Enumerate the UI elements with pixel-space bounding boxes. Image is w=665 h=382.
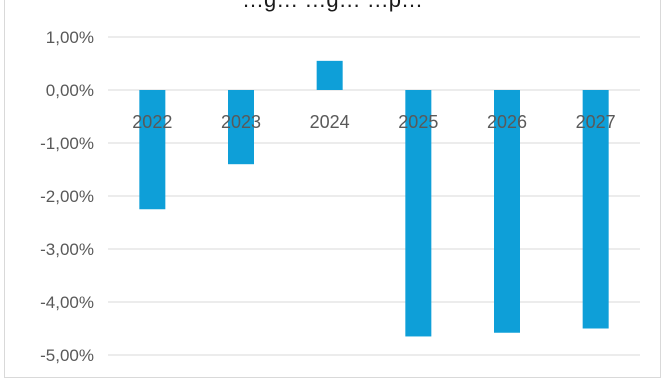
- x-category-label: 2025: [398, 112, 438, 132]
- y-tick-label: -1,00%: [40, 134, 94, 153]
- chart-frame: [4, 0, 661, 378]
- bar: [494, 90, 520, 333]
- y-tick-label: -5,00%: [40, 346, 94, 365]
- y-tick-label: 1,00%: [46, 28, 94, 47]
- y-tick-label: 0,00%: [46, 81, 94, 100]
- chart-title: …g… …g… …p…: [0, 0, 665, 13]
- bar: [228, 90, 254, 165]
- x-category-label: 2022: [132, 112, 172, 132]
- bar: [139, 90, 166, 210]
- x-category-label: 2026: [487, 112, 527, 132]
- x-category-label: 2023: [221, 112, 261, 132]
- bar: [316, 60, 343, 90]
- bar: [582, 90, 609, 329]
- y-tick-label: -2,00%: [40, 187, 94, 206]
- bar: [405, 90, 432, 337]
- x-category-label: 2027: [576, 112, 616, 132]
- y-tick-label: -3,00%: [40, 240, 94, 259]
- x-category-label: 2024: [310, 112, 350, 132]
- y-tick-label: -4,00%: [40, 293, 94, 312]
